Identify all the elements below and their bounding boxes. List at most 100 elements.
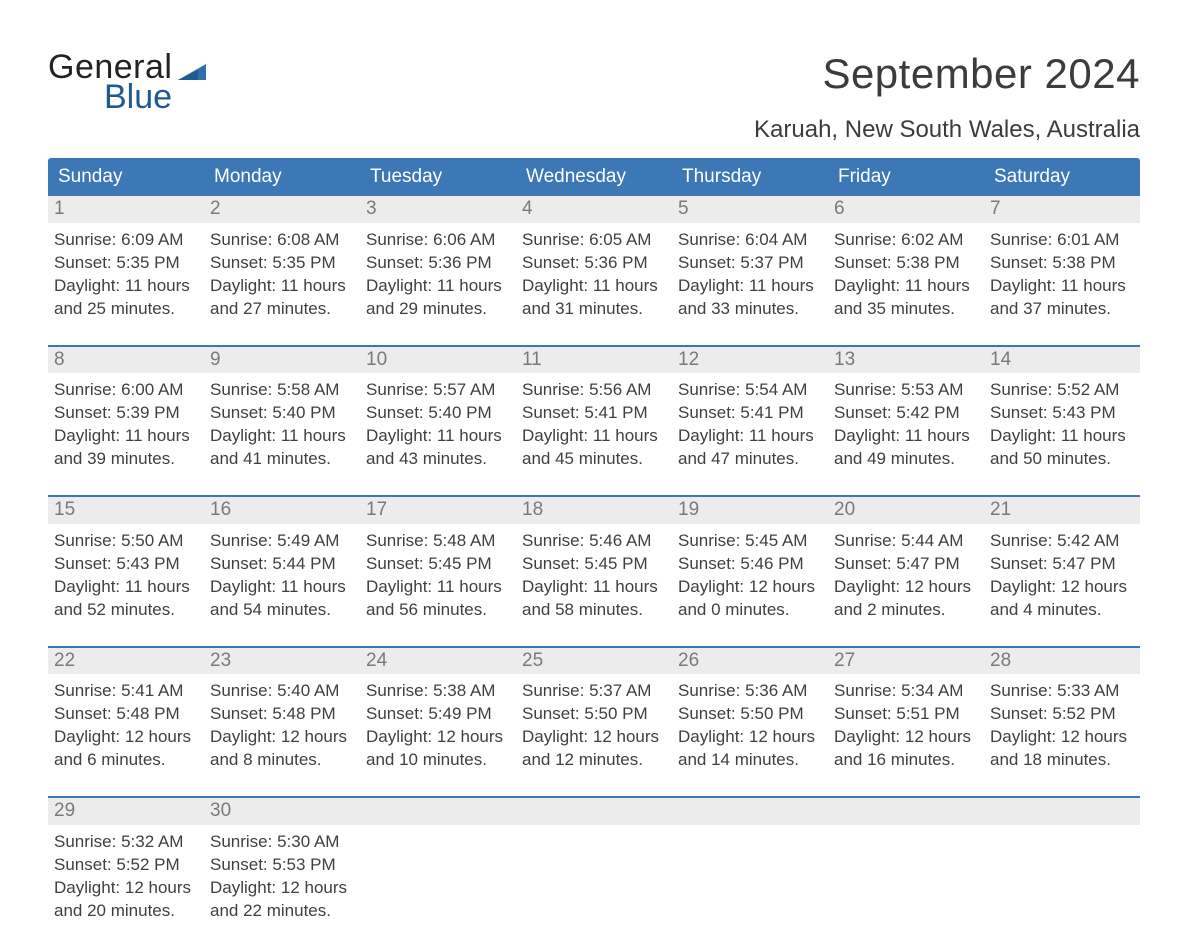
sunrise-line: Sunrise: 5:58 AM [210,379,354,402]
brand-logo: General Blue [48,50,206,114]
sunset-line: Sunset: 5:52 PM [54,854,198,877]
title-block: September 2024 Karuah, New South Wales, … [754,50,1140,144]
daylight-line: Daylight: 11 hours and 50 minutes. [990,425,1134,471]
day-number: 9 [204,347,360,374]
day-number: 10 [360,347,516,374]
calendar-page: General Blue September 2024 Karuah, New … [0,0,1188,918]
day-cell-empty [360,798,516,931]
day-body: Sunrise: 5:38 AMSunset: 5:49 PMDaylight:… [360,674,516,780]
daylight-line: Daylight: 11 hours and 58 minutes. [522,576,666,622]
sunset-line: Sunset: 5:43 PM [54,553,198,576]
day-cell: 25Sunrise: 5:37 AMSunset: 5:50 PMDayligh… [516,648,672,781]
sunset-line: Sunset: 5:39 PM [54,402,198,425]
day-number: 7 [984,196,1140,223]
sunrise-line: Sunrise: 5:45 AM [678,530,822,553]
day-cell: 20Sunrise: 5:44 AMSunset: 5:47 PMDayligh… [828,497,984,630]
day-body: Sunrise: 5:50 AMSunset: 5:43 PMDaylight:… [48,524,204,630]
sunset-line: Sunset: 5:48 PM [210,703,354,726]
sunset-line: Sunset: 5:40 PM [366,402,510,425]
day-body: Sunrise: 5:54 AMSunset: 5:41 PMDaylight:… [672,373,828,479]
day-body [360,825,516,921]
day-body: Sunrise: 5:34 AMSunset: 5:51 PMDaylight:… [828,674,984,780]
day-body: Sunrise: 5:30 AMSunset: 5:53 PMDaylight:… [204,825,360,931]
day-cell: 26Sunrise: 5:36 AMSunset: 5:50 PMDayligh… [672,648,828,781]
week-row: 8Sunrise: 6:00 AMSunset: 5:39 PMDaylight… [48,345,1140,480]
day-cell: 24Sunrise: 5:38 AMSunset: 5:49 PMDayligh… [360,648,516,781]
sunset-line: Sunset: 5:41 PM [522,402,666,425]
daylight-line: Daylight: 11 hours and 31 minutes. [522,275,666,321]
weekday-wednesday: Wednesday [516,158,672,196]
day-cell: 1Sunrise: 6:09 AMSunset: 5:35 PMDaylight… [48,196,204,329]
sunset-line: Sunset: 5:46 PM [678,553,822,576]
day-body: Sunrise: 6:04 AMSunset: 5:37 PMDaylight:… [672,223,828,329]
day-number: 1 [48,196,204,223]
day-number [516,798,672,825]
daylight-line: Daylight: 12 hours and 2 minutes. [834,576,978,622]
brand-word2: Blue [104,80,206,114]
sunrise-line: Sunrise: 5:52 AM [990,379,1134,402]
day-cell: 11Sunrise: 5:56 AMSunset: 5:41 PMDayligh… [516,347,672,480]
day-number: 20 [828,497,984,524]
day-number: 19 [672,497,828,524]
day-body: Sunrise: 5:49 AMSunset: 5:44 PMDaylight:… [204,524,360,630]
day-number: 24 [360,648,516,675]
daylight-line: Daylight: 11 hours and 49 minutes. [834,425,978,471]
daylight-line: Daylight: 12 hours and 6 minutes. [54,726,198,772]
day-number: 22 [48,648,204,675]
daylight-line: Daylight: 11 hours and 29 minutes. [366,275,510,321]
sunrise-line: Sunrise: 6:02 AM [834,229,978,252]
daylight-line: Daylight: 11 hours and 54 minutes. [210,576,354,622]
day-number: 2 [204,196,360,223]
day-number: 6 [828,196,984,223]
day-number [360,798,516,825]
sunrise-line: Sunrise: 5:44 AM [834,530,978,553]
daylight-line: Daylight: 11 hours and 33 minutes. [678,275,822,321]
day-cell: 16Sunrise: 5:49 AMSunset: 5:44 PMDayligh… [204,497,360,630]
sunrise-line: Sunrise: 5:36 AM [678,680,822,703]
daylight-line: Daylight: 11 hours and 45 minutes. [522,425,666,471]
sunrise-line: Sunrise: 5:41 AM [54,680,198,703]
sunrise-line: Sunrise: 5:32 AM [54,831,198,854]
sunset-line: Sunset: 5:44 PM [210,553,354,576]
sunrise-line: Sunrise: 5:34 AM [834,680,978,703]
sunrise-line: Sunrise: 5:30 AM [210,831,354,854]
day-number: 13 [828,347,984,374]
day-number: 21 [984,497,1140,524]
day-cell: 30Sunrise: 5:30 AMSunset: 5:53 PMDayligh… [204,798,360,931]
sunset-line: Sunset: 5:35 PM [54,252,198,275]
sunrise-line: Sunrise: 5:54 AM [678,379,822,402]
sunset-line: Sunset: 5:45 PM [366,553,510,576]
weekday-tuesday: Tuesday [360,158,516,196]
sunset-line: Sunset: 5:50 PM [522,703,666,726]
location-text: Karuah, New South Wales, Australia [754,116,1140,144]
sunrise-line: Sunrise: 5:33 AM [990,680,1134,703]
day-body: Sunrise: 6:02 AMSunset: 5:38 PMDaylight:… [828,223,984,329]
sunrise-line: Sunrise: 5:49 AM [210,530,354,553]
sunrise-line: Sunrise: 6:09 AM [54,229,198,252]
daylight-line: Daylight: 11 hours and 39 minutes. [54,425,198,471]
daylight-line: Daylight: 12 hours and 10 minutes. [366,726,510,772]
week-row: 15Sunrise: 5:50 AMSunset: 5:43 PMDayligh… [48,495,1140,630]
day-cell: 29Sunrise: 5:32 AMSunset: 5:52 PMDayligh… [48,798,204,931]
day-body: Sunrise: 5:46 AMSunset: 5:45 PMDaylight:… [516,524,672,630]
weekday-friday: Friday [828,158,984,196]
day-body: Sunrise: 5:41 AMSunset: 5:48 PMDaylight:… [48,674,204,780]
daylight-line: Daylight: 11 hours and 56 minutes. [366,576,510,622]
day-number: 4 [516,196,672,223]
day-number: 11 [516,347,672,374]
day-body: Sunrise: 5:48 AMSunset: 5:45 PMDaylight:… [360,524,516,630]
flag-icon [178,58,206,80]
day-body: Sunrise: 6:01 AMSunset: 5:38 PMDaylight:… [984,223,1140,329]
sunrise-line: Sunrise: 5:57 AM [366,379,510,402]
weekday-saturday: Saturday [984,158,1140,196]
sunrise-line: Sunrise: 6:06 AM [366,229,510,252]
day-body: Sunrise: 5:33 AMSunset: 5:52 PMDaylight:… [984,674,1140,780]
day-cell: 3Sunrise: 6:06 AMSunset: 5:36 PMDaylight… [360,196,516,329]
day-cell: 12Sunrise: 5:54 AMSunset: 5:41 PMDayligh… [672,347,828,480]
day-cell: 5Sunrise: 6:04 AMSunset: 5:37 PMDaylight… [672,196,828,329]
daylight-line: Daylight: 12 hours and 8 minutes. [210,726,354,772]
day-number: 27 [828,648,984,675]
day-body: Sunrise: 6:05 AMSunset: 5:36 PMDaylight:… [516,223,672,329]
sunrise-line: Sunrise: 6:08 AM [210,229,354,252]
sunset-line: Sunset: 5:36 PM [366,252,510,275]
